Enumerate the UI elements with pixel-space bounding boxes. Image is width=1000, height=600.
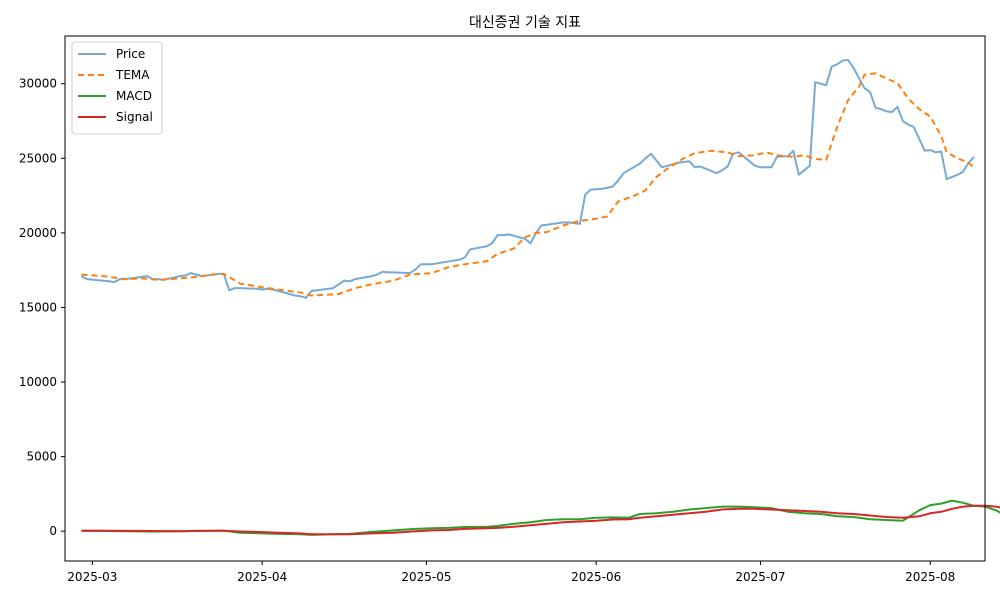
- series-layer: [80, 58, 1000, 536]
- x-tick-label: 2025-08: [905, 570, 955, 584]
- y-axis: 0 5000 10000 15000 20000 25000 30000: [19, 77, 65, 538]
- plot-frame: [64, 35, 986, 562]
- y-tick-label: 25000: [19, 151, 57, 165]
- chart-title: 대신증권 기술 지표: [469, 15, 581, 31]
- y-tick-label: 30000: [19, 77, 57, 91]
- x-tick-label: 2025-06: [571, 570, 621, 584]
- y-tick-label: 5000: [26, 450, 57, 464]
- legend-label-macd: MACD: [116, 89, 152, 103]
- y-tick-label: 20000: [19, 226, 57, 240]
- legend-label-signal: Signal: [116, 110, 153, 124]
- legend: Price TEMA MACD Signal: [71, 41, 163, 135]
- legend-label-tema: TEMA: [115, 68, 150, 82]
- x-tick-label: 2025-04: [237, 570, 287, 584]
- series-line-tema: [81, 72, 975, 297]
- x-tick-label: 2025-03: [67, 570, 117, 584]
- y-tick-label: 10000: [19, 375, 57, 389]
- y-tick-label: 15000: [19, 300, 57, 314]
- x-axis: 2025-03 2025-04 2025-05 2025-06 2025-07 2025-…: [67, 561, 955, 584]
- legend-box: [71, 41, 163, 135]
- series-line-macd: [81, 499, 1000, 536]
- series-line-signal: [81, 504, 1000, 536]
- series-line-price: [80, 58, 975, 299]
- legend-label-price: Price: [116, 47, 145, 61]
- x-tick-label: 2025-05: [401, 570, 451, 584]
- x-tick-label: 2025-07: [735, 570, 785, 584]
- y-tick-label: 0: [49, 524, 57, 538]
